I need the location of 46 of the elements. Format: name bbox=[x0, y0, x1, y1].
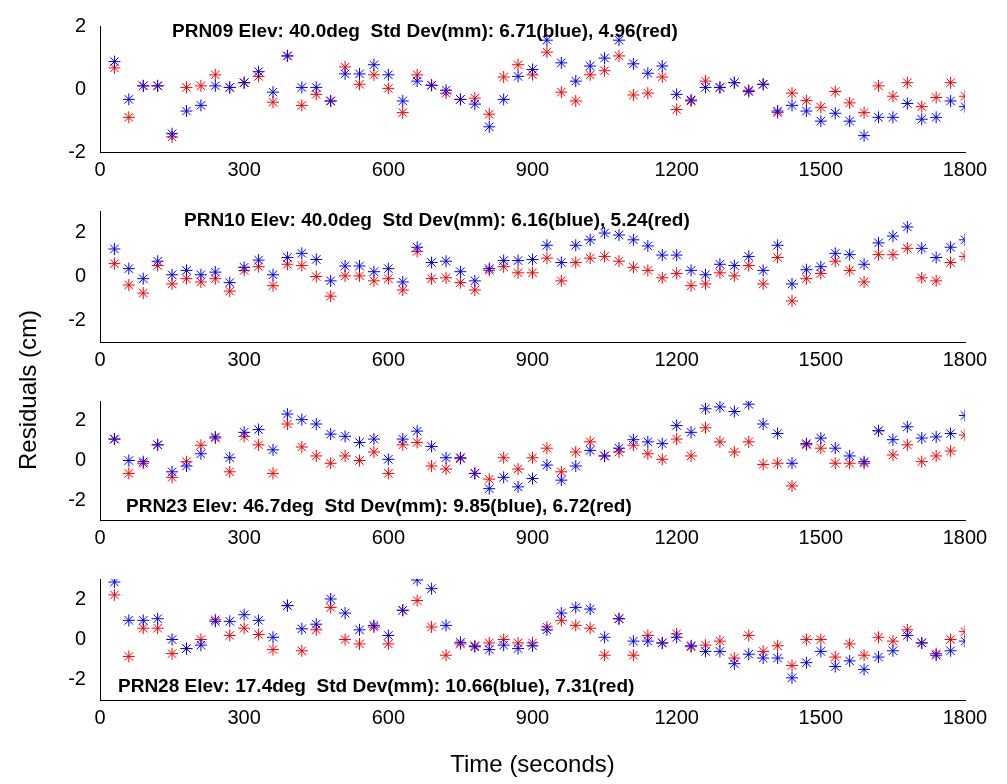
x-tick-label: 1200 bbox=[654, 525, 699, 548]
y-tick-label: 2 bbox=[74, 408, 86, 431]
text: PRN28 Elev: 17.4deg Std Dev(mm): 10.66(blue), 7.31(red) bbox=[118, 674, 635, 696]
y-tick-label: -2 bbox=[68, 139, 86, 162]
x-tick-label: 1500 bbox=[798, 525, 844, 548]
x-tick-label: 1500 bbox=[798, 347, 844, 370]
y-tick-label: -2 bbox=[68, 667, 86, 690]
y-tick-label: 2 bbox=[74, 220, 86, 243]
x-tick-label: 300 bbox=[227, 347, 261, 370]
x-tick-label: 300 bbox=[227, 525, 261, 548]
x-tick-label: 900 bbox=[515, 705, 550, 728]
x-tick-label: 900 bbox=[515, 347, 550, 370]
x-tick-label: 1200 bbox=[654, 705, 699, 728]
text: PRN23 Elev: 46.7deg Std Dev(mm): 9.85(blue), 6.72(red) bbox=[126, 494, 632, 516]
x-tick-label: 0 bbox=[94, 705, 106, 728]
y-tick-label: 2 bbox=[74, 13, 86, 36]
x-tick-label: 600 bbox=[371, 525, 406, 548]
x-tick-label: 1500 bbox=[798, 705, 844, 728]
x-tick-label: 1800 bbox=[942, 525, 988, 548]
x-tick-label: 300 bbox=[227, 157, 261, 180]
x-tick-label: 0 bbox=[94, 525, 106, 548]
y-tick-label: 0 bbox=[74, 76, 86, 99]
x-tick-label: 300 bbox=[227, 705, 261, 728]
x-tick-label: 900 bbox=[515, 157, 550, 180]
y-axis-title: Residuals (cm) bbox=[14, 309, 42, 471]
x-tick-label: 1500 bbox=[798, 157, 844, 180]
x-tick-label: 1800 bbox=[942, 157, 988, 180]
y-tick-label: 2 bbox=[74, 586, 86, 609]
y-tick-label: 0 bbox=[74, 264, 86, 287]
x-tick-label: 1800 bbox=[942, 347, 988, 370]
y-tick-label: -2 bbox=[68, 487, 86, 510]
y-tick-label: -2 bbox=[68, 307, 86, 330]
x-tick-label: 1200 bbox=[654, 347, 699, 370]
y-tick-label: 0 bbox=[74, 627, 86, 650]
x-tick-label: 0 bbox=[94, 157, 106, 180]
x-tick-label: 0 bbox=[94, 347, 106, 370]
x-tick-label: 1800 bbox=[942, 705, 988, 728]
chart-title: PRN10 Elev: 40.0deg Std Dev(mm): 6.16(blue), 5.24(red) bbox=[184, 208, 690, 230]
x-tick-label: 900 bbox=[515, 525, 550, 548]
x-tick-label: 600 bbox=[371, 157, 406, 180]
x-tick-label: 600 bbox=[371, 705, 406, 728]
chart-title: PRN09 Elev: 40.0deg Std Dev(mm): 6.71(blue), 4.96(red) bbox=[172, 19, 678, 41]
x-axis-title: Time (seconds) bbox=[450, 750, 615, 778]
x-tick-label: 1200 bbox=[654, 157, 699, 180]
y-tick-label: 0 bbox=[74, 448, 86, 471]
x-tick-label: 600 bbox=[371, 347, 406, 370]
